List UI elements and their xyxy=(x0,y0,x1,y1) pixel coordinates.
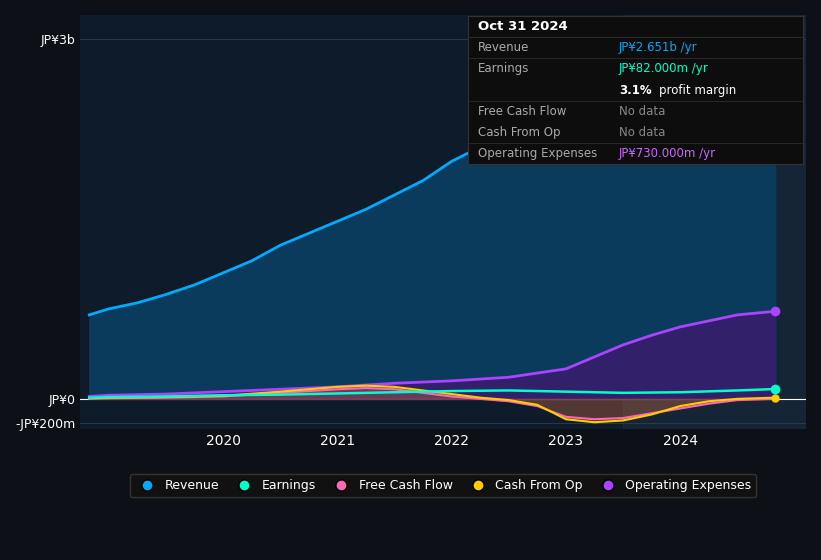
Text: Operating Expenses: Operating Expenses xyxy=(478,147,598,160)
Text: Earnings: Earnings xyxy=(478,62,530,76)
Text: No data: No data xyxy=(619,105,665,118)
Text: JP¥82.000m /yr: JP¥82.000m /yr xyxy=(619,62,709,76)
Text: profit margin: profit margin xyxy=(659,83,736,96)
Text: 3.1%: 3.1% xyxy=(619,83,651,96)
Text: JP¥730.000m /yr: JP¥730.000m /yr xyxy=(619,147,716,160)
Text: Cash From Op: Cash From Op xyxy=(478,126,561,139)
Bar xyxy=(623,15,806,429)
Text: No data: No data xyxy=(619,126,665,139)
Text: Revenue: Revenue xyxy=(478,41,530,54)
Text: JP¥2.651b /yr: JP¥2.651b /yr xyxy=(619,41,697,54)
Text: Free Cash Flow: Free Cash Flow xyxy=(478,105,566,118)
Text: Oct 31 2024: Oct 31 2024 xyxy=(478,20,568,33)
Legend: Revenue, Earnings, Free Cash Flow, Cash From Op, Operating Expenses: Revenue, Earnings, Free Cash Flow, Cash … xyxy=(130,474,756,497)
